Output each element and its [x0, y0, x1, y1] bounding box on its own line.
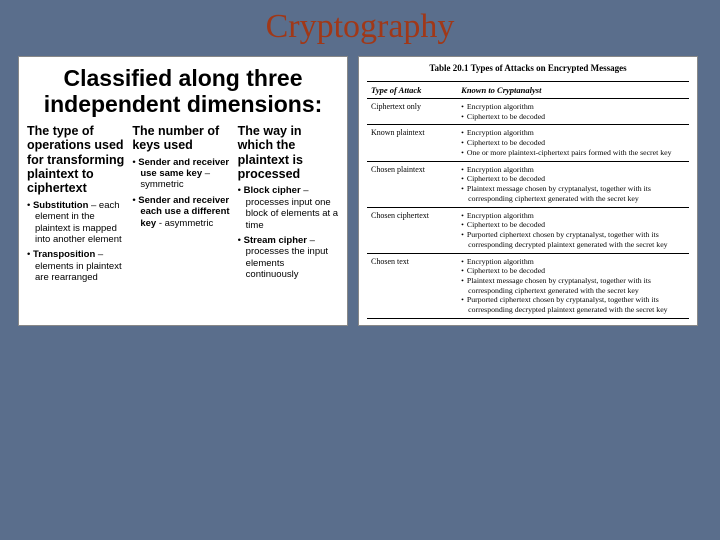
known-item: Encryption algorithm — [461, 128, 685, 138]
col-head-processing: The way in which the plaintext is proces… — [238, 124, 339, 182]
list-item: Sender and receiver use same key – symme… — [132, 157, 233, 191]
content-area: Classified along three independent dimen… — [0, 56, 720, 326]
table-row: Chosen plaintextEncryption algorithmCiph… — [367, 161, 689, 207]
left-heading: Classified along three independent dimen… — [27, 63, 339, 124]
cell-type: Chosen plaintext — [367, 161, 457, 207]
cell-type: Chosen text — [367, 253, 457, 318]
left-panel: Classified along three independent dimen… — [18, 56, 348, 326]
column-processing: The way in which the plaintext is proces… — [238, 124, 339, 288]
slide-title: Cryptography — [0, 0, 720, 56]
col-head-operations: The type of operations used for transfor… — [27, 124, 128, 196]
known-item: Encryption algorithm — [461, 257, 685, 267]
cell-known: Encryption algorithmCiphertext to be dec… — [457, 99, 689, 125]
th-type: Type of Attack — [367, 82, 457, 99]
list-item: Block cipher – processes input one block… — [238, 185, 339, 231]
cell-type: Ciphertext only — [367, 99, 457, 125]
known-item: Ciphertext to be decoded — [461, 112, 685, 122]
column-keys: The number of keys used Sender and recei… — [132, 124, 233, 288]
known-item: Purported ciphertext chosen by cryptanal… — [461, 295, 685, 314]
column-operations: The type of operations used for transfor… — [27, 124, 128, 288]
right-panel: Table 20.1 Types of Attacks on Encrypted… — [358, 56, 698, 326]
list-item: Sender and receiver each use a different… — [132, 195, 233, 229]
known-item: Ciphertext to be decoded — [461, 138, 685, 148]
list-item: Substitution – each element in the plain… — [27, 200, 128, 246]
cell-type: Known plaintext — [367, 125, 457, 161]
known-item: Purported ciphertext chosen by cryptanal… — [461, 230, 685, 249]
table-body: Ciphertext onlyEncryption algorithmCiphe… — [367, 99, 689, 319]
cell-known: Encryption algorithmCiphertext to be dec… — [457, 125, 689, 161]
attacks-table: Type of Attack Known to Cryptanalyst Cip… — [367, 81, 689, 319]
cell-known: Encryption algorithmCiphertext to be dec… — [457, 207, 689, 253]
cell-known: Encryption algorithmCiphertext to be dec… — [457, 253, 689, 318]
table-row: Known plaintextEncryption algorithmCiphe… — [367, 125, 689, 161]
table-row: Chosen textEncryption algorithmCiphertex… — [367, 253, 689, 318]
table-row: Ciphertext onlyEncryption algorithmCiphe… — [367, 99, 689, 125]
known-item: Encryption algorithm — [461, 165, 685, 175]
known-item: Encryption algorithm — [461, 102, 685, 112]
known-item: Plaintext message chosen by cryptanalyst… — [461, 184, 685, 203]
col-list-keys: Sender and receiver use same key – symme… — [132, 157, 233, 229]
known-item: Encryption algorithm — [461, 211, 685, 221]
list-item: Transposition – elements in plaintext ar… — [27, 249, 128, 283]
known-item: Plaintext message chosen by cryptanalyst… — [461, 276, 685, 295]
known-item: Ciphertext to be decoded — [461, 220, 685, 230]
cell-type: Chosen ciphertext — [367, 207, 457, 253]
col-head-keys: The number of keys used — [132, 124, 233, 153]
col-list-operations: Substitution – each element in the plain… — [27, 200, 128, 284]
table-caption: Table 20.1 Types of Attacks on Encrypted… — [367, 63, 689, 73]
known-item: Ciphertext to be decoded — [461, 266, 685, 276]
col-list-processing: Block cipher – processes input one block… — [238, 185, 339, 280]
dimensions-columns: The type of operations used for transfor… — [27, 124, 339, 288]
list-item: Stream cipher – processes the input elem… — [238, 235, 339, 281]
cell-known: Encryption algorithmCiphertext to be dec… — [457, 161, 689, 207]
th-known: Known to Cryptanalyst — [457, 82, 689, 99]
table-row: Chosen ciphertextEncryption algorithmCip… — [367, 207, 689, 253]
known-item: Ciphertext to be decoded — [461, 174, 685, 184]
known-item: One or more plaintext-ciphertext pairs f… — [461, 148, 685, 158]
